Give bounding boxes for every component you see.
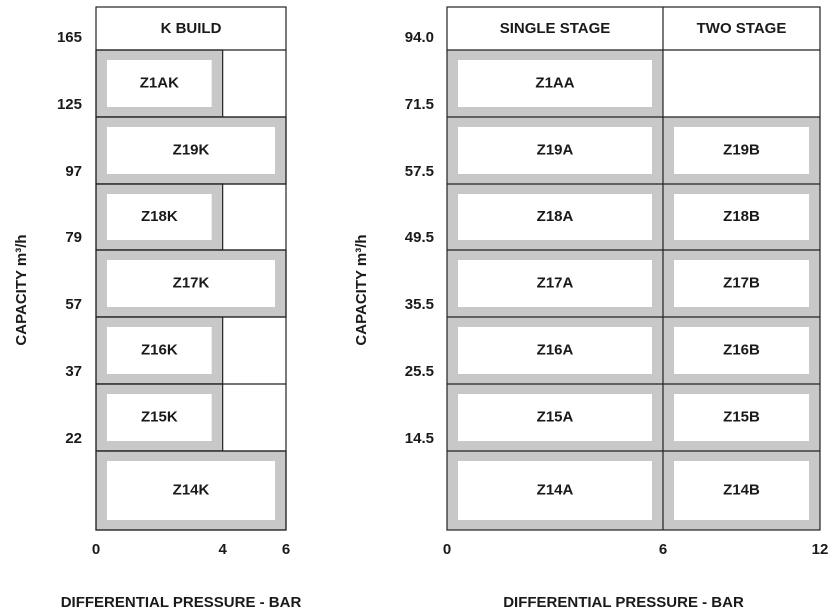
y-tick-label: 49.5: [405, 229, 434, 246]
cell-inner: [458, 461, 652, 520]
x-tick-label: 12: [812, 541, 829, 558]
frame: [95, 6, 287, 531]
cell-inner: [107, 260, 275, 307]
cell-inner: [458, 60, 652, 107]
x-tick-label: 6: [282, 541, 290, 558]
cell-inner: [107, 127, 275, 174]
cell-inner: [458, 127, 652, 174]
y-tick-label: 165: [57, 29, 82, 46]
header: SINGLE STAGE: [500, 20, 611, 37]
x-tick-label: 0: [92, 541, 100, 558]
cell-inner: [107, 194, 212, 240]
cell-inner: [458, 394, 652, 441]
y-tick-label: 25.5: [405, 363, 434, 380]
x-axis-label: DIFFERENTIAL PRESSURE - BAR: [503, 594, 744, 611]
cell-inner: [674, 194, 809, 240]
cell-inner: [107, 60, 212, 107]
frame: [446, 6, 821, 531]
y-tick-label: 22: [65, 430, 82, 447]
cell-label: Z16B: [723, 341, 760, 358]
cell-inner: [458, 327, 652, 374]
cell-label: Z15A: [537, 408, 574, 425]
cell-label: Z1AK: [140, 74, 179, 91]
x-tick-label: 4: [218, 541, 227, 558]
cell-label: Z1AA: [535, 74, 574, 91]
y-tick-label: 125: [57, 96, 82, 113]
cell-inner: [107, 394, 212, 441]
y-tick-label: 57.5: [405, 163, 434, 180]
cell-label: Z14K: [173, 481, 210, 498]
cell-inner: [674, 327, 809, 374]
cell-label: Z17B: [723, 274, 760, 291]
y-tick-label: 37: [65, 363, 82, 380]
header: TWO STAGE: [697, 20, 787, 37]
cell-inner: [107, 461, 275, 520]
cell-inner: [674, 461, 809, 520]
y-tick-label: 14.5: [405, 430, 434, 447]
cell-label: Z15K: [141, 408, 178, 425]
cell-inner: [674, 127, 809, 174]
cell-label: Z18B: [723, 208, 760, 225]
cell-inner: [674, 260, 809, 307]
cell-label: Z16K: [141, 341, 178, 358]
cell-label: Z15B: [723, 408, 760, 425]
x-tick-label: 6: [659, 541, 667, 558]
cell-label: Z17A: [537, 274, 574, 291]
y-axis-label: CAPACITY m³/h: [353, 234, 370, 345]
cell-label: Z14B: [723, 481, 760, 498]
cell-label: Z19K: [173, 141, 210, 158]
header: K BUILD: [161, 20, 222, 37]
y-axis-label: CAPACITY m³/h: [13, 234, 30, 345]
cell-label: Z14A: [537, 481, 574, 498]
x-tick-label: 0: [443, 541, 451, 558]
cell-label: Z17K: [173, 274, 210, 291]
y-tick-label: 71.5: [405, 96, 434, 113]
y-tick-label: 79: [65, 229, 82, 246]
cell-inner: [458, 260, 652, 307]
cell-inner: [458, 194, 652, 240]
cell-label: Z19B: [723, 141, 760, 158]
y-tick-label: 97: [65, 163, 82, 180]
cell-inner: [674, 394, 809, 441]
x-axis-label: DIFFERENTIAL PRESSURE - BAR: [61, 594, 302, 611]
y-tick-label: 57: [65, 296, 82, 313]
y-tick-label: 94.0: [405, 29, 434, 46]
y-tick-label: 35.5: [405, 296, 434, 313]
cell-label: Z19A: [537, 141, 574, 158]
cell-inner: [107, 327, 212, 374]
cell-label: Z16A: [537, 341, 574, 358]
cell-label: Z18A: [537, 208, 574, 225]
cell-label: Z18K: [141, 208, 178, 225]
